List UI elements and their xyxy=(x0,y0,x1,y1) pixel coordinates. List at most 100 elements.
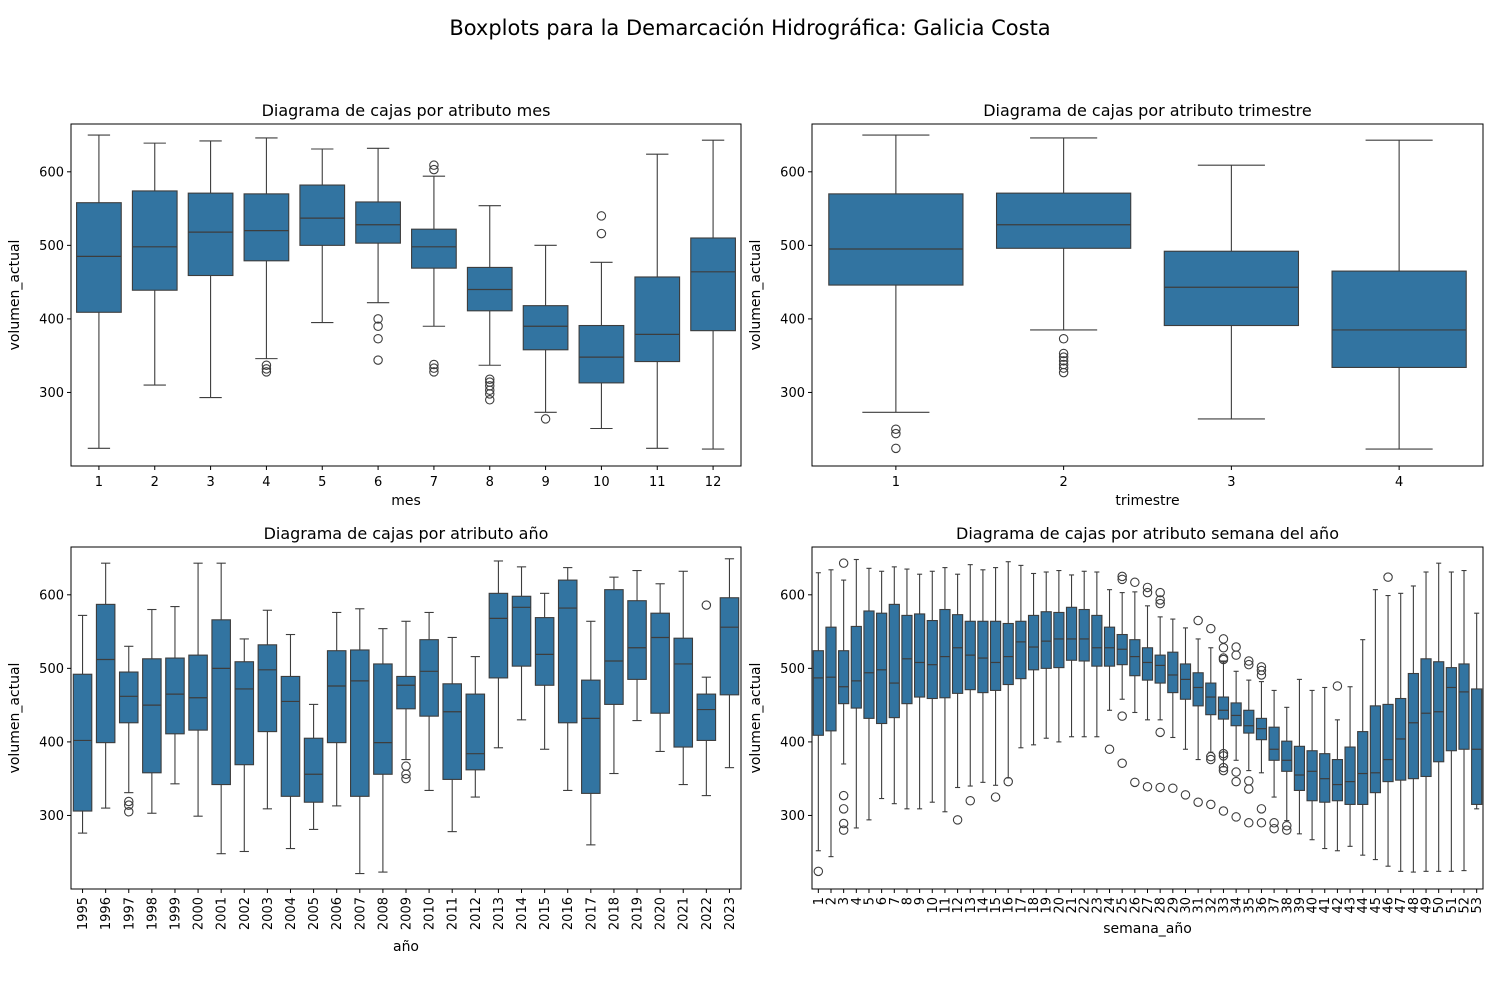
x-tick-label: 11 xyxy=(938,897,953,914)
x-tick-label: 12 xyxy=(951,897,966,914)
box-40 xyxy=(1306,689,1318,841)
outlier-point xyxy=(1193,615,1203,626)
x-tick-label: 49 xyxy=(1420,897,1435,914)
x-tick-label: 20 xyxy=(1052,897,1067,914)
outlier-point xyxy=(261,367,272,377)
x-tick-label: 10 xyxy=(926,897,941,914)
x-tick-label: 47 xyxy=(1394,897,1409,914)
outlier-point xyxy=(1231,776,1241,787)
box-8 xyxy=(466,205,513,405)
x-tick-label: 2005 xyxy=(307,897,322,930)
x-tick-label: 27 xyxy=(1141,897,1156,914)
box-iqr xyxy=(511,595,532,667)
x-tick-label: 52 xyxy=(1458,897,1473,914)
x-tick-label: 1998 xyxy=(145,897,160,930)
chart-title: Diagrama de cajas por atributo año xyxy=(264,524,549,543)
y-axis-label: volumen_actual xyxy=(748,663,764,774)
x-tick-label: 18 xyxy=(1027,897,1042,914)
x-tick-label: 12 xyxy=(705,475,722,490)
box-iqr xyxy=(187,192,234,277)
box-iqr xyxy=(165,657,185,735)
box-iqr xyxy=(627,600,647,680)
outlier-point xyxy=(124,807,134,817)
box-14 xyxy=(977,569,989,783)
box-2009 xyxy=(396,620,416,784)
outlier-point xyxy=(838,818,849,829)
outlier-point xyxy=(1269,823,1279,834)
chart-title: Diagrama de cajas por atributo semana de… xyxy=(956,524,1339,543)
x-axis-label: trimestre xyxy=(1115,493,1179,509)
box-2005 xyxy=(303,703,324,830)
y-tick-label: 400 xyxy=(780,312,805,327)
outlier-point xyxy=(1155,587,1165,598)
x-tick-label: 1 xyxy=(95,475,103,490)
outlier-point xyxy=(990,792,1001,802)
box-iqr xyxy=(926,619,938,700)
chart-title: Diagrama de cajas por atributo mes xyxy=(262,101,551,120)
y-tick-label: 300 xyxy=(780,386,805,401)
box-17 xyxy=(1015,564,1027,749)
outlier-point xyxy=(1193,797,1203,807)
box-2 xyxy=(995,137,1132,378)
x-tick-label: 4 xyxy=(850,897,865,905)
box-2 xyxy=(825,569,837,858)
x-tick-label: 2010 xyxy=(423,897,438,930)
x-tick-label: 2 xyxy=(824,897,839,905)
box-iqr xyxy=(1129,639,1141,677)
box-2018 xyxy=(604,576,624,775)
outlier-point xyxy=(838,558,849,568)
x-tick-label: 1996 xyxy=(99,897,114,930)
box-iqr xyxy=(939,608,951,699)
x-tick-label: 2021 xyxy=(677,897,692,930)
outlier-point xyxy=(540,414,551,424)
box-4 xyxy=(1331,139,1467,450)
box-iqr xyxy=(1445,667,1457,752)
outlier-point xyxy=(401,761,411,771)
box-iqr xyxy=(1065,606,1078,661)
outlier-point xyxy=(1206,623,1216,634)
box-iqr xyxy=(901,614,913,705)
box-iqr xyxy=(1382,703,1394,783)
x-tick-label: 2016 xyxy=(561,897,576,930)
outlier-point xyxy=(838,804,849,814)
box-iqr xyxy=(131,190,178,291)
outlier-point xyxy=(1244,656,1254,666)
x-tick-label: 30 xyxy=(1179,897,1194,914)
y-tick-label: 600 xyxy=(39,588,64,603)
box-2003 xyxy=(257,609,278,810)
outlier-point xyxy=(373,355,383,365)
x-tick-label: 31 xyxy=(1192,897,1207,914)
x-tick-label: 2 xyxy=(1059,475,1067,490)
x-tick-label: 2009 xyxy=(400,897,415,930)
outlier-point xyxy=(429,359,439,370)
outlier-point xyxy=(484,374,495,384)
y-tick-label: 600 xyxy=(780,588,805,603)
box-iqr xyxy=(534,617,555,686)
outlier-point xyxy=(596,211,607,221)
box-iqr xyxy=(1458,663,1470,750)
box-4 xyxy=(850,558,862,829)
box-2001 xyxy=(211,562,231,855)
box-iqr xyxy=(142,658,162,774)
outlier-point xyxy=(1142,582,1153,593)
outlier-point xyxy=(1218,654,1229,665)
box-52 xyxy=(1458,569,1470,872)
box-16 xyxy=(1002,561,1014,787)
outlier-point xyxy=(1231,812,1241,822)
box-39 xyxy=(1293,678,1306,835)
box-iqr xyxy=(1167,651,1179,694)
box-iqr xyxy=(465,693,486,771)
x-tick-label: 9 xyxy=(541,475,549,490)
box-iqr xyxy=(1192,672,1204,707)
outlier-point xyxy=(1256,665,1267,676)
box-8 xyxy=(901,568,913,810)
x-tick-label: 2017 xyxy=(584,897,599,930)
x-tick-label: 2014 xyxy=(515,897,530,930)
box-iqr xyxy=(1103,626,1116,667)
box-iqr xyxy=(581,679,601,794)
box-43 xyxy=(1344,686,1356,847)
x-tick-label: 21 xyxy=(1065,897,1080,914)
box-49 xyxy=(1420,571,1432,872)
box-2015 xyxy=(534,592,555,750)
outlier-point xyxy=(1218,806,1229,816)
